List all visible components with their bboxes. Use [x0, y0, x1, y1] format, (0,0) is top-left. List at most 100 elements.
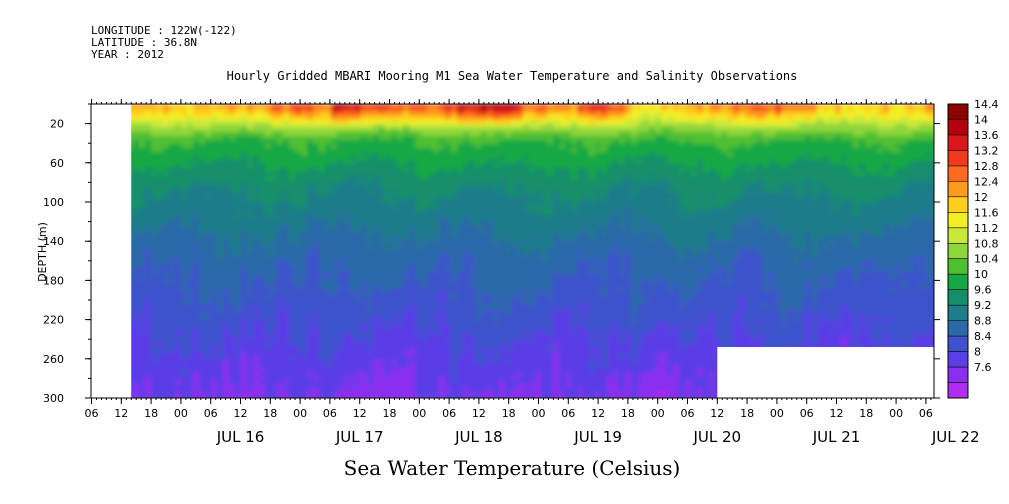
heatmap-cell — [289, 340, 296, 345]
heatmap-cell — [481, 260, 488, 265]
heatmap-cell — [469, 164, 476, 169]
heatmap-cell — [277, 340, 284, 345]
heatmap-cell — [331, 180, 338, 185]
heatmap-cell — [187, 140, 194, 145]
heatmap-cell — [157, 124, 164, 129]
heatmap-cell — [385, 232, 392, 237]
heatmap-cell — [295, 320, 302, 325]
heatmap-cell — [289, 320, 296, 325]
heatmap-cell — [205, 312, 212, 317]
heatmap-cell — [151, 360, 158, 365]
heatmap-cell — [199, 336, 206, 341]
heatmap-cell — [415, 300, 422, 305]
heatmap-cell — [259, 392, 266, 397]
heatmap-cell — [343, 140, 350, 145]
heatmap-cell — [265, 140, 272, 145]
heatmap-cell — [229, 272, 236, 277]
heatmap-cell — [415, 240, 422, 245]
heatmap-cell — [433, 284, 440, 289]
heatmap-cell — [145, 296, 152, 301]
heatmap-cell — [367, 104, 374, 109]
heatmap-cell — [373, 116, 380, 121]
heatmap-cell — [271, 140, 278, 145]
heatmap-cell — [367, 368, 374, 373]
heatmap-cell — [439, 124, 446, 129]
heatmap-cell — [169, 188, 176, 193]
heatmap-cell — [475, 172, 482, 177]
heatmap-cell — [217, 280, 224, 285]
heatmap-cell — [157, 296, 164, 301]
heatmap-cell — [145, 268, 152, 273]
heatmap-cell — [451, 120, 458, 125]
heatmap-cell — [253, 376, 260, 381]
heatmap-cell — [295, 236, 302, 241]
heatmap-cell — [223, 316, 230, 321]
heatmap-cell — [307, 112, 314, 117]
heatmap-cell — [325, 192, 332, 197]
heatmap-cell — [457, 180, 464, 185]
heatmap-cell — [217, 128, 224, 133]
heatmap-cell — [271, 352, 278, 357]
heatmap-cell — [307, 216, 314, 221]
heatmap-cell — [343, 216, 350, 221]
heatmap-cell — [241, 220, 248, 225]
heatmap-cell — [259, 208, 266, 213]
heatmap-cell — [169, 288, 176, 293]
heatmap-cell — [205, 144, 212, 149]
heatmap-cell — [331, 332, 338, 337]
heatmap-cell — [229, 340, 236, 345]
heatmap-cell — [175, 260, 182, 265]
heatmap-cell — [247, 124, 254, 129]
heatmap-cell — [415, 236, 422, 241]
heatmap-cell — [451, 248, 458, 253]
heatmap-cell — [367, 264, 374, 269]
heatmap-cell — [265, 192, 272, 197]
heatmap-cell — [337, 128, 344, 133]
heatmap-cell — [349, 240, 356, 245]
heatmap-cell — [205, 276, 212, 281]
heatmap-cell — [289, 372, 296, 377]
heatmap-cell — [439, 140, 446, 145]
heatmap-cell — [343, 368, 350, 373]
heatmap-cell — [169, 112, 176, 117]
heatmap-cell — [313, 172, 320, 177]
heatmap-cell — [223, 300, 230, 305]
heatmap-cell — [325, 168, 332, 173]
heatmap-cell — [259, 124, 266, 129]
heatmap-cell — [235, 216, 242, 221]
heatmap-cell — [175, 352, 182, 357]
heatmap-cell — [235, 256, 242, 261]
heatmap-cell — [325, 340, 332, 345]
heatmap-cell — [307, 312, 314, 317]
heatmap-cell — [211, 192, 218, 197]
heatmap-cell — [271, 132, 278, 137]
heatmap-cell — [301, 244, 308, 249]
heatmap-cell — [247, 300, 254, 305]
heatmap-cell — [457, 372, 464, 377]
heatmap-cell — [415, 296, 422, 301]
heatmap-cell — [211, 340, 218, 345]
heatmap-cell — [451, 260, 458, 265]
heatmap-cell — [169, 380, 176, 385]
heatmap-cell — [211, 316, 218, 321]
heatmap-cell — [241, 268, 248, 273]
heatmap-cell — [223, 204, 230, 209]
heatmap-cell — [373, 244, 380, 249]
heatmap-cell — [439, 384, 446, 389]
heatmap-cell — [475, 144, 482, 149]
heatmap-cell — [289, 144, 296, 149]
heatmap-cell — [145, 272, 152, 277]
heatmap-cell — [355, 364, 362, 369]
heatmap-cell — [385, 200, 392, 205]
heatmap-cell — [289, 164, 296, 169]
heatmap-cell — [463, 156, 470, 161]
heatmap-cell — [349, 132, 356, 137]
heatmap-cell — [163, 340, 170, 345]
heatmap-cell — [409, 388, 416, 393]
heatmap-cell — [337, 384, 344, 389]
heatmap-cell — [463, 204, 470, 209]
heatmap-cell — [295, 240, 302, 245]
heatmap-cell — [241, 328, 248, 333]
heatmap-cell — [247, 212, 254, 217]
heatmap-cell — [433, 200, 440, 205]
